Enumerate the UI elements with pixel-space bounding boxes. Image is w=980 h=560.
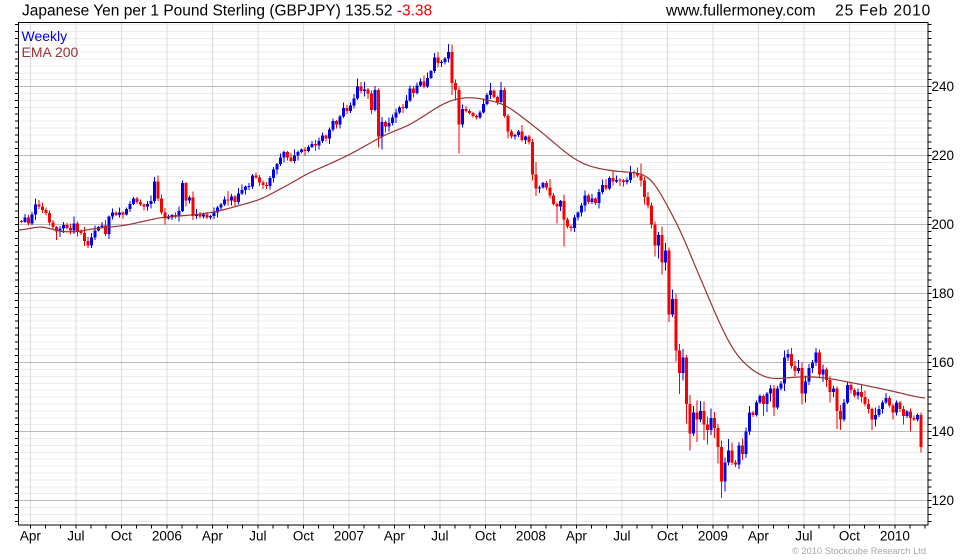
svg-text:Oct: Oct bbox=[111, 529, 132, 544]
svg-text:Jul: Jul bbox=[67, 529, 84, 544]
svg-text:Jul: Jul bbox=[795, 529, 812, 544]
svg-text:140: 140 bbox=[932, 424, 955, 439]
svg-text:2008: 2008 bbox=[516, 529, 546, 544]
svg-text:2009: 2009 bbox=[698, 529, 728, 544]
svg-text:Jul: Jul bbox=[613, 529, 630, 544]
svg-text:Apr: Apr bbox=[202, 529, 224, 544]
svg-text:200: 200 bbox=[932, 217, 955, 232]
svg-text:Oct: Oct bbox=[475, 529, 496, 544]
svg-text:25 Feb 2010: 25 Feb 2010 bbox=[835, 3, 931, 20]
svg-text:2010: 2010 bbox=[880, 529, 910, 544]
svg-text:Jul: Jul bbox=[249, 529, 266, 544]
svg-text:Jul: Jul bbox=[431, 529, 448, 544]
svg-text:160: 160 bbox=[932, 355, 955, 370]
svg-text:Japanese Yen per 1 Pound Sterl: Japanese Yen per 1 Pound Sterling (GBPJP… bbox=[22, 3, 432, 20]
svg-text:Oct: Oct bbox=[657, 529, 678, 544]
svg-text:Apr: Apr bbox=[20, 529, 42, 544]
svg-text:Oct: Oct bbox=[293, 529, 314, 544]
svg-text:2007: 2007 bbox=[334, 529, 364, 544]
svg-text:Apr: Apr bbox=[384, 529, 406, 544]
svg-text:Apr: Apr bbox=[748, 529, 770, 544]
svg-text:www.fullermoney.com: www.fullermoney.com bbox=[665, 3, 816, 20]
svg-text:220: 220 bbox=[932, 148, 955, 163]
svg-text:180: 180 bbox=[932, 286, 955, 301]
svg-text:120: 120 bbox=[932, 493, 955, 508]
svg-text:Weekly: Weekly bbox=[22, 28, 68, 44]
svg-text:EMA 200: EMA 200 bbox=[22, 44, 79, 60]
svg-text:© 2010 Stockcube Research Ltd: © 2010 Stockcube Research Ltd bbox=[792, 546, 926, 556]
svg-text:Apr: Apr bbox=[566, 529, 588, 544]
svg-text:240: 240 bbox=[932, 79, 955, 94]
svg-text:Oct: Oct bbox=[839, 529, 860, 544]
svg-text:2006: 2006 bbox=[152, 529, 182, 544]
